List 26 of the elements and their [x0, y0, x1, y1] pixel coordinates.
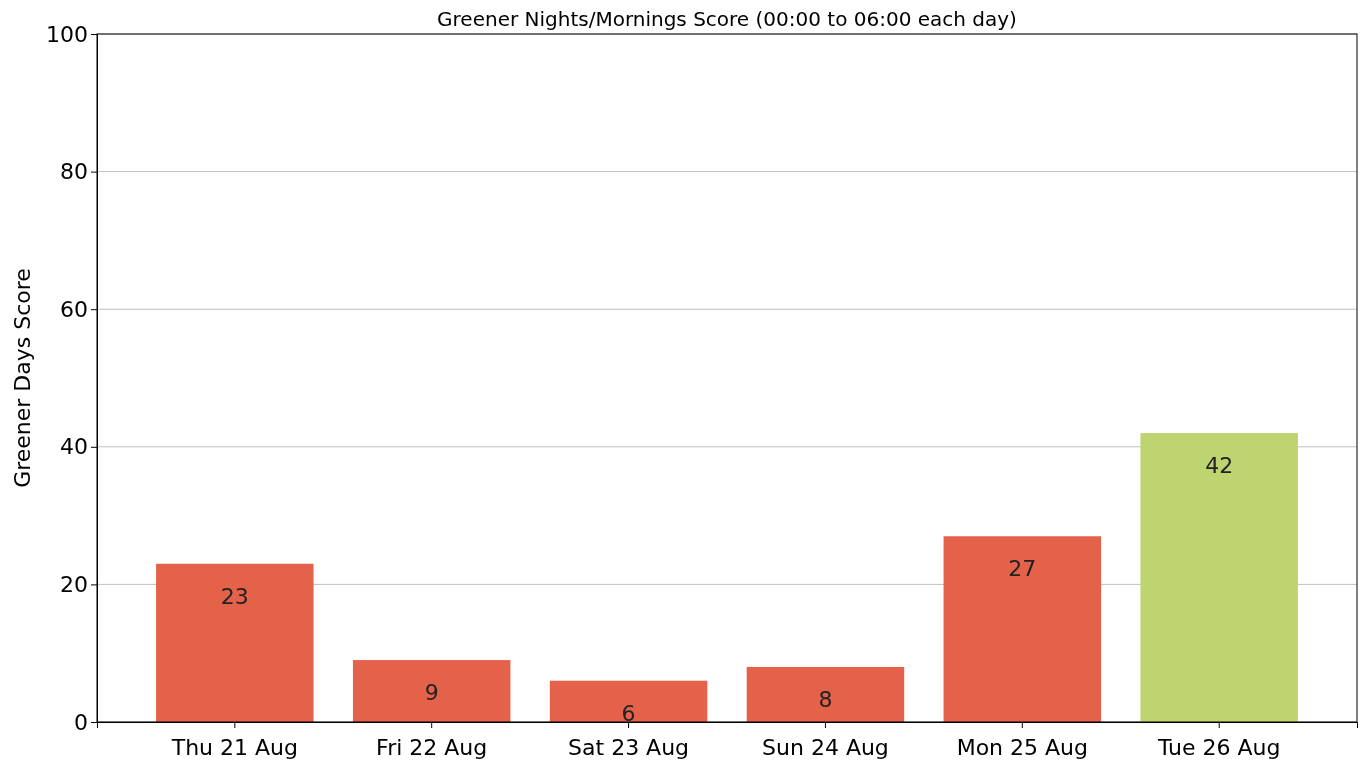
bar — [352, 660, 511, 722]
x-tick-label: Thu 21 Aug — [170, 735, 298, 761]
x-tick-label: Sat 23 Aug — [568, 735, 690, 761]
y-tick-label: 20 — [60, 571, 88, 597]
bar — [746, 666, 905, 722]
bar — [549, 680, 708, 722]
x-tick-label: Sun 24 Aug — [762, 735, 889, 761]
bar — [943, 536, 1102, 722]
data-label: 6 — [621, 700, 636, 726]
bar — [156, 563, 314, 722]
y-tick-label: 100 — [46, 21, 88, 47]
y-tick-label: 0 — [74, 709, 88, 735]
data-label: 27 — [1008, 556, 1037, 582]
data-label: 23 — [220, 583, 249, 609]
x-tick-label: Mon 25 Aug — [956, 735, 1088, 761]
x-tick-label: Fri 22 Aug — [376, 735, 488, 761]
data-label: 42 — [1205, 453, 1234, 479]
data-label: 8 — [818, 686, 833, 712]
bar — [1140, 433, 1298, 722]
y-tick-label: 80 — [60, 159, 88, 185]
y-tick-label: 60 — [60, 296, 88, 322]
chart-title: Greener Nights/Mornings Score (00:00 to 06:00 each day) — [437, 7, 1017, 31]
y-tick-label: 40 — [60, 434, 88, 460]
data-label: 9 — [424, 680, 439, 706]
y-axis-title: Greener Days Score — [10, 268, 35, 488]
x-tick-label: Tue 26 Aug — [1156, 735, 1281, 761]
